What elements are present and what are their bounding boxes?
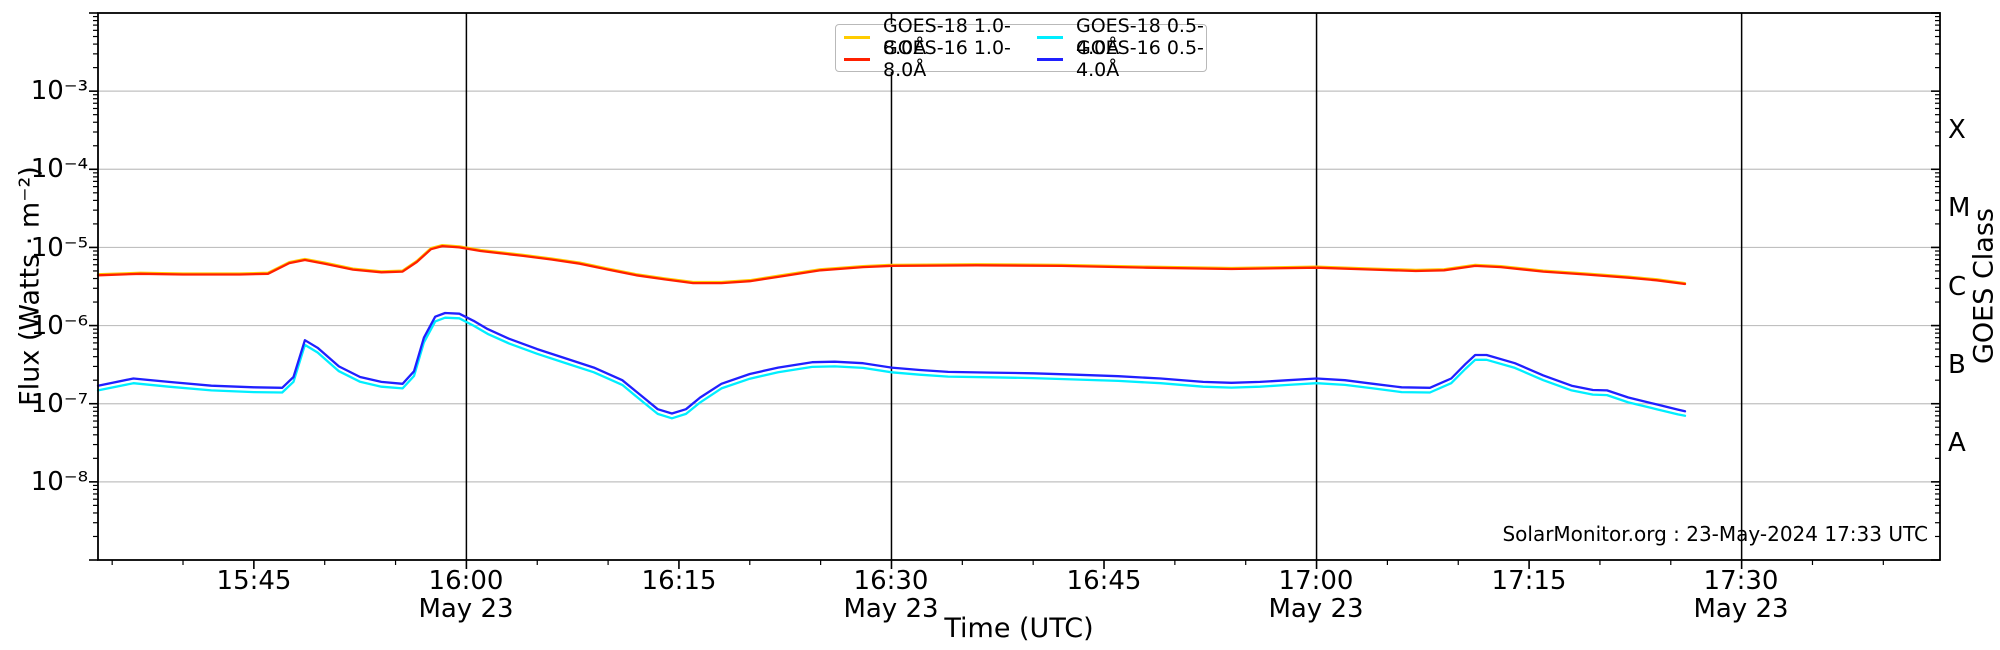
legend-entry-goes18-long: GOES-18 1.0-8.0Å bbox=[844, 15, 1037, 59]
x-date-label: May 23 bbox=[843, 594, 939, 624]
x-tick-label: 17:30 bbox=[1703, 566, 1779, 596]
legend-label: GOES-18 0.5-4.0Å bbox=[1076, 15, 1204, 59]
legend-line-swatch bbox=[1037, 57, 1063, 61]
y-tick-label: 10⁻⁸ bbox=[30, 467, 88, 497]
legend-label: GOES-18 1.0-8.0Å bbox=[883, 15, 1011, 59]
legend-line-swatch bbox=[844, 35, 870, 39]
x-date-label: May 23 bbox=[1693, 594, 1789, 624]
legend: GOES-18 1.0-8.0Å GOES-18 0.5-4.0Å GOES-1… bbox=[835, 15, 1207, 81]
goes-class-label-m: M bbox=[1948, 193, 1971, 223]
curve-2-GOES-180.5-4.0 bbox=[96, 316, 1687, 420]
y-tick-label: 10⁻³ bbox=[30, 76, 88, 106]
curve-1-GOES-161.0-8.0 bbox=[96, 244, 1687, 286]
legend-entry-goes16-short: GOES-16 0.5-4.0Å bbox=[1037, 37, 1206, 81]
x-date-label: May 23 bbox=[418, 594, 514, 624]
x-date-label: May 23 bbox=[1268, 594, 1364, 624]
source-timestamp: SolarMonitor.org : 23-May-2024 17:33 UTC bbox=[1502, 522, 1928, 546]
gridlines bbox=[98, 90, 1940, 483]
right-axis-title: GOES Class bbox=[1968, 208, 2000, 364]
x-tick-label: 16:30 bbox=[853, 566, 929, 596]
goes-class-label-x: X bbox=[1948, 115, 1966, 145]
y-axis-title: Flux (Watts · m⁻²) bbox=[14, 166, 46, 406]
axis-ticks bbox=[89, 12, 1940, 569]
date-vlines bbox=[465, 13, 1743, 560]
legend-line-swatch bbox=[1037, 35, 1063, 39]
x-tick-label: 17:00 bbox=[1278, 566, 1354, 596]
legend-entry-goes16-long: GOES-16 1.0-8.0Å bbox=[844, 37, 1037, 81]
y-tick-label: 10⁻⁵ bbox=[30, 233, 88, 263]
curve-3-GOES-160.5-4.0 bbox=[96, 311, 1687, 415]
legend-entry-goes18-short: GOES-18 0.5-4.0Å bbox=[1037, 15, 1206, 59]
goes-class-label-a: A bbox=[1948, 428, 1966, 458]
legend-line-swatch bbox=[844, 57, 870, 61]
plot-border bbox=[97, 12, 1941, 561]
x-tick-label: 15:45 bbox=[216, 566, 292, 596]
x-tick-label: 16:45 bbox=[1066, 566, 1142, 596]
legend-label: GOES-16 1.0-8.0Å bbox=[883, 37, 1011, 81]
goes-class-label-c: C bbox=[1948, 272, 1967, 302]
legend-label: GOES-16 0.5-4.0Å bbox=[1076, 37, 1204, 81]
x-tick-label: 17:15 bbox=[1491, 566, 1567, 596]
y-tick-label: 10⁻⁶ bbox=[30, 311, 88, 341]
x-tick-label: 16:00 bbox=[428, 566, 504, 596]
goes-class-label-b: B bbox=[1948, 350, 1966, 380]
x-axis-title: Time (UTC) bbox=[944, 613, 1094, 644]
y-tick-label: 10⁻⁴ bbox=[30, 154, 88, 184]
y-tick-label: 10⁻⁷ bbox=[30, 389, 88, 419]
x-tick-label: 16:15 bbox=[641, 566, 717, 596]
